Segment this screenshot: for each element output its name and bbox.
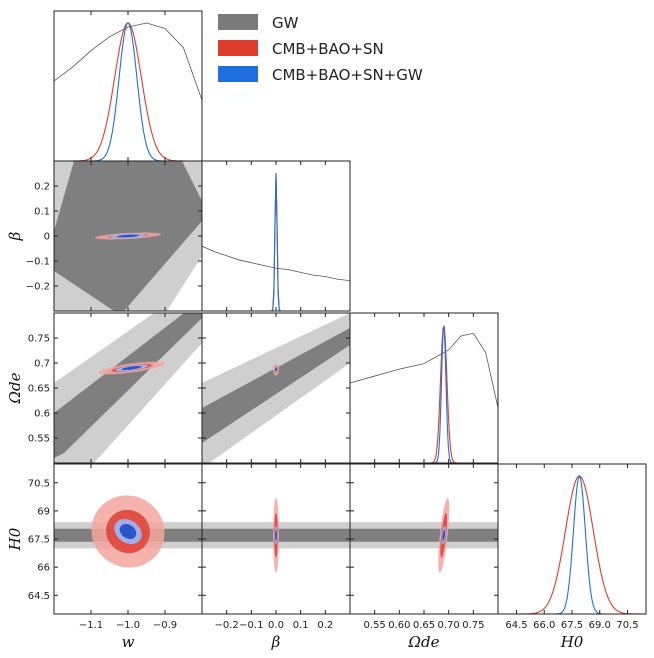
x-tick-label: 0.1 <box>293 620 309 631</box>
x-tick-label: 0.60 <box>388 620 410 631</box>
y-tick-label: −0.1 <box>26 257 50 268</box>
blue-contour-1sigma <box>275 529 277 541</box>
red-marginal-line <box>350 325 498 463</box>
x-tick-label: 70.5 <box>616 620 638 631</box>
blue-contour-1sigma <box>116 234 140 238</box>
x-tick-label: 67.5 <box>561 620 583 631</box>
x-tick-label: 0.65 <box>413 620 435 631</box>
x-tick-label: −0.9 <box>153 620 177 631</box>
x-tick-label: −1.1 <box>79 620 103 631</box>
panel-content-0_1 <box>54 161 202 311</box>
panel-content-1_1 <box>202 172 350 311</box>
gw-marginal-line <box>350 332 498 408</box>
x-axis-label: H0 <box>560 633 584 651</box>
blue-marginal-line <box>350 326 498 463</box>
panel-frame <box>497 463 647 615</box>
y-tick-label: 64.5 <box>28 591 50 602</box>
x-tick-label: 0.2 <box>317 620 333 631</box>
y-tick-label: 0.6 <box>34 409 50 420</box>
gw-marginal-line <box>202 245 350 282</box>
blue-contour-1sigma <box>121 365 142 371</box>
panel-content-2_2 <box>350 325 498 463</box>
y-axis-label: β <box>6 231 24 241</box>
panel-content-1_2 <box>202 313 350 463</box>
x-tick-label: −0.1 <box>239 620 263 631</box>
x-axis-label: Ωde <box>408 633 440 651</box>
blue-marginal-line <box>54 22 202 161</box>
gw-marginal-line <box>54 22 202 101</box>
legend-label: GW <box>272 14 299 32</box>
gw-band-1sigma <box>202 328 350 443</box>
x-axis-label: w <box>122 633 135 651</box>
y-tick-label: 67.5 <box>28 535 50 546</box>
x-tick-label: −0.2 <box>215 620 239 631</box>
blue-contour-1sigma <box>119 523 137 540</box>
blue-contour-1sigma <box>442 529 446 541</box>
x-axis-label: β <box>271 633 281 651</box>
y-axis-label: Ωde <box>6 372 24 404</box>
blue-marginal-line <box>498 474 646 614</box>
y-tick-label: 0.2 <box>34 182 50 193</box>
panel-content-3_3 <box>498 474 646 614</box>
legend-swatch <box>218 66 258 82</box>
gw-band-1sigma <box>350 528 498 542</box>
panel-content-0_0 <box>54 22 202 161</box>
panel-frame <box>349 312 499 464</box>
legend-label: CMB+BAO+SN+GW <box>272 66 423 84</box>
gw-band-1sigma <box>54 313 202 458</box>
blue-marginal-line <box>202 172 350 311</box>
legend-swatch <box>218 14 258 30</box>
y-tick-label: 70.5 <box>28 478 50 489</box>
y-tick-label: −0.2 <box>26 282 50 293</box>
y-tick-label: 0.7 <box>34 359 50 370</box>
x-tick-label: −1.0 <box>116 620 140 631</box>
gw-band-2sigma-edge <box>54 271 114 311</box>
panel-content-0_2 <box>54 313 202 463</box>
panel-content-2_3 <box>350 497 498 573</box>
y-tick-label: 0.55 <box>28 434 50 445</box>
panel-content-1_3 <box>202 497 350 573</box>
x-tick-label: 69.0 <box>589 620 611 631</box>
legend: GW CMB+BAO+SN CMB+BAO+SN+GW <box>218 14 423 84</box>
y-tick-label: 0 <box>44 232 50 243</box>
x-tick-label: 64.5 <box>505 620 527 631</box>
y-tick-label: 0.1 <box>34 207 50 218</box>
y-axis-label: H0 <box>6 527 24 551</box>
x-tick-label: 66.0 <box>533 620 555 631</box>
panel-content-0_3 <box>54 495 202 568</box>
legend-swatch <box>218 40 258 56</box>
x-tick-label: 0.70 <box>438 620 460 631</box>
y-tick-label: 69 <box>37 506 50 517</box>
y-tick-label: 0.75 <box>28 334 50 345</box>
blue-contour-1sigma <box>275 367 277 372</box>
x-tick-label: 0.75 <box>462 620 484 631</box>
y-tick-label: 0.65 <box>28 384 50 395</box>
y-tick-label: 66 <box>37 563 50 574</box>
legend-label: CMB+BAO+SN <box>272 40 384 58</box>
x-tick-label: 0.0 <box>268 620 284 631</box>
x-tick-label: 0.55 <box>364 620 386 631</box>
panel-frame <box>53 10 203 162</box>
gw-band-2sigma-edge <box>182 161 202 201</box>
